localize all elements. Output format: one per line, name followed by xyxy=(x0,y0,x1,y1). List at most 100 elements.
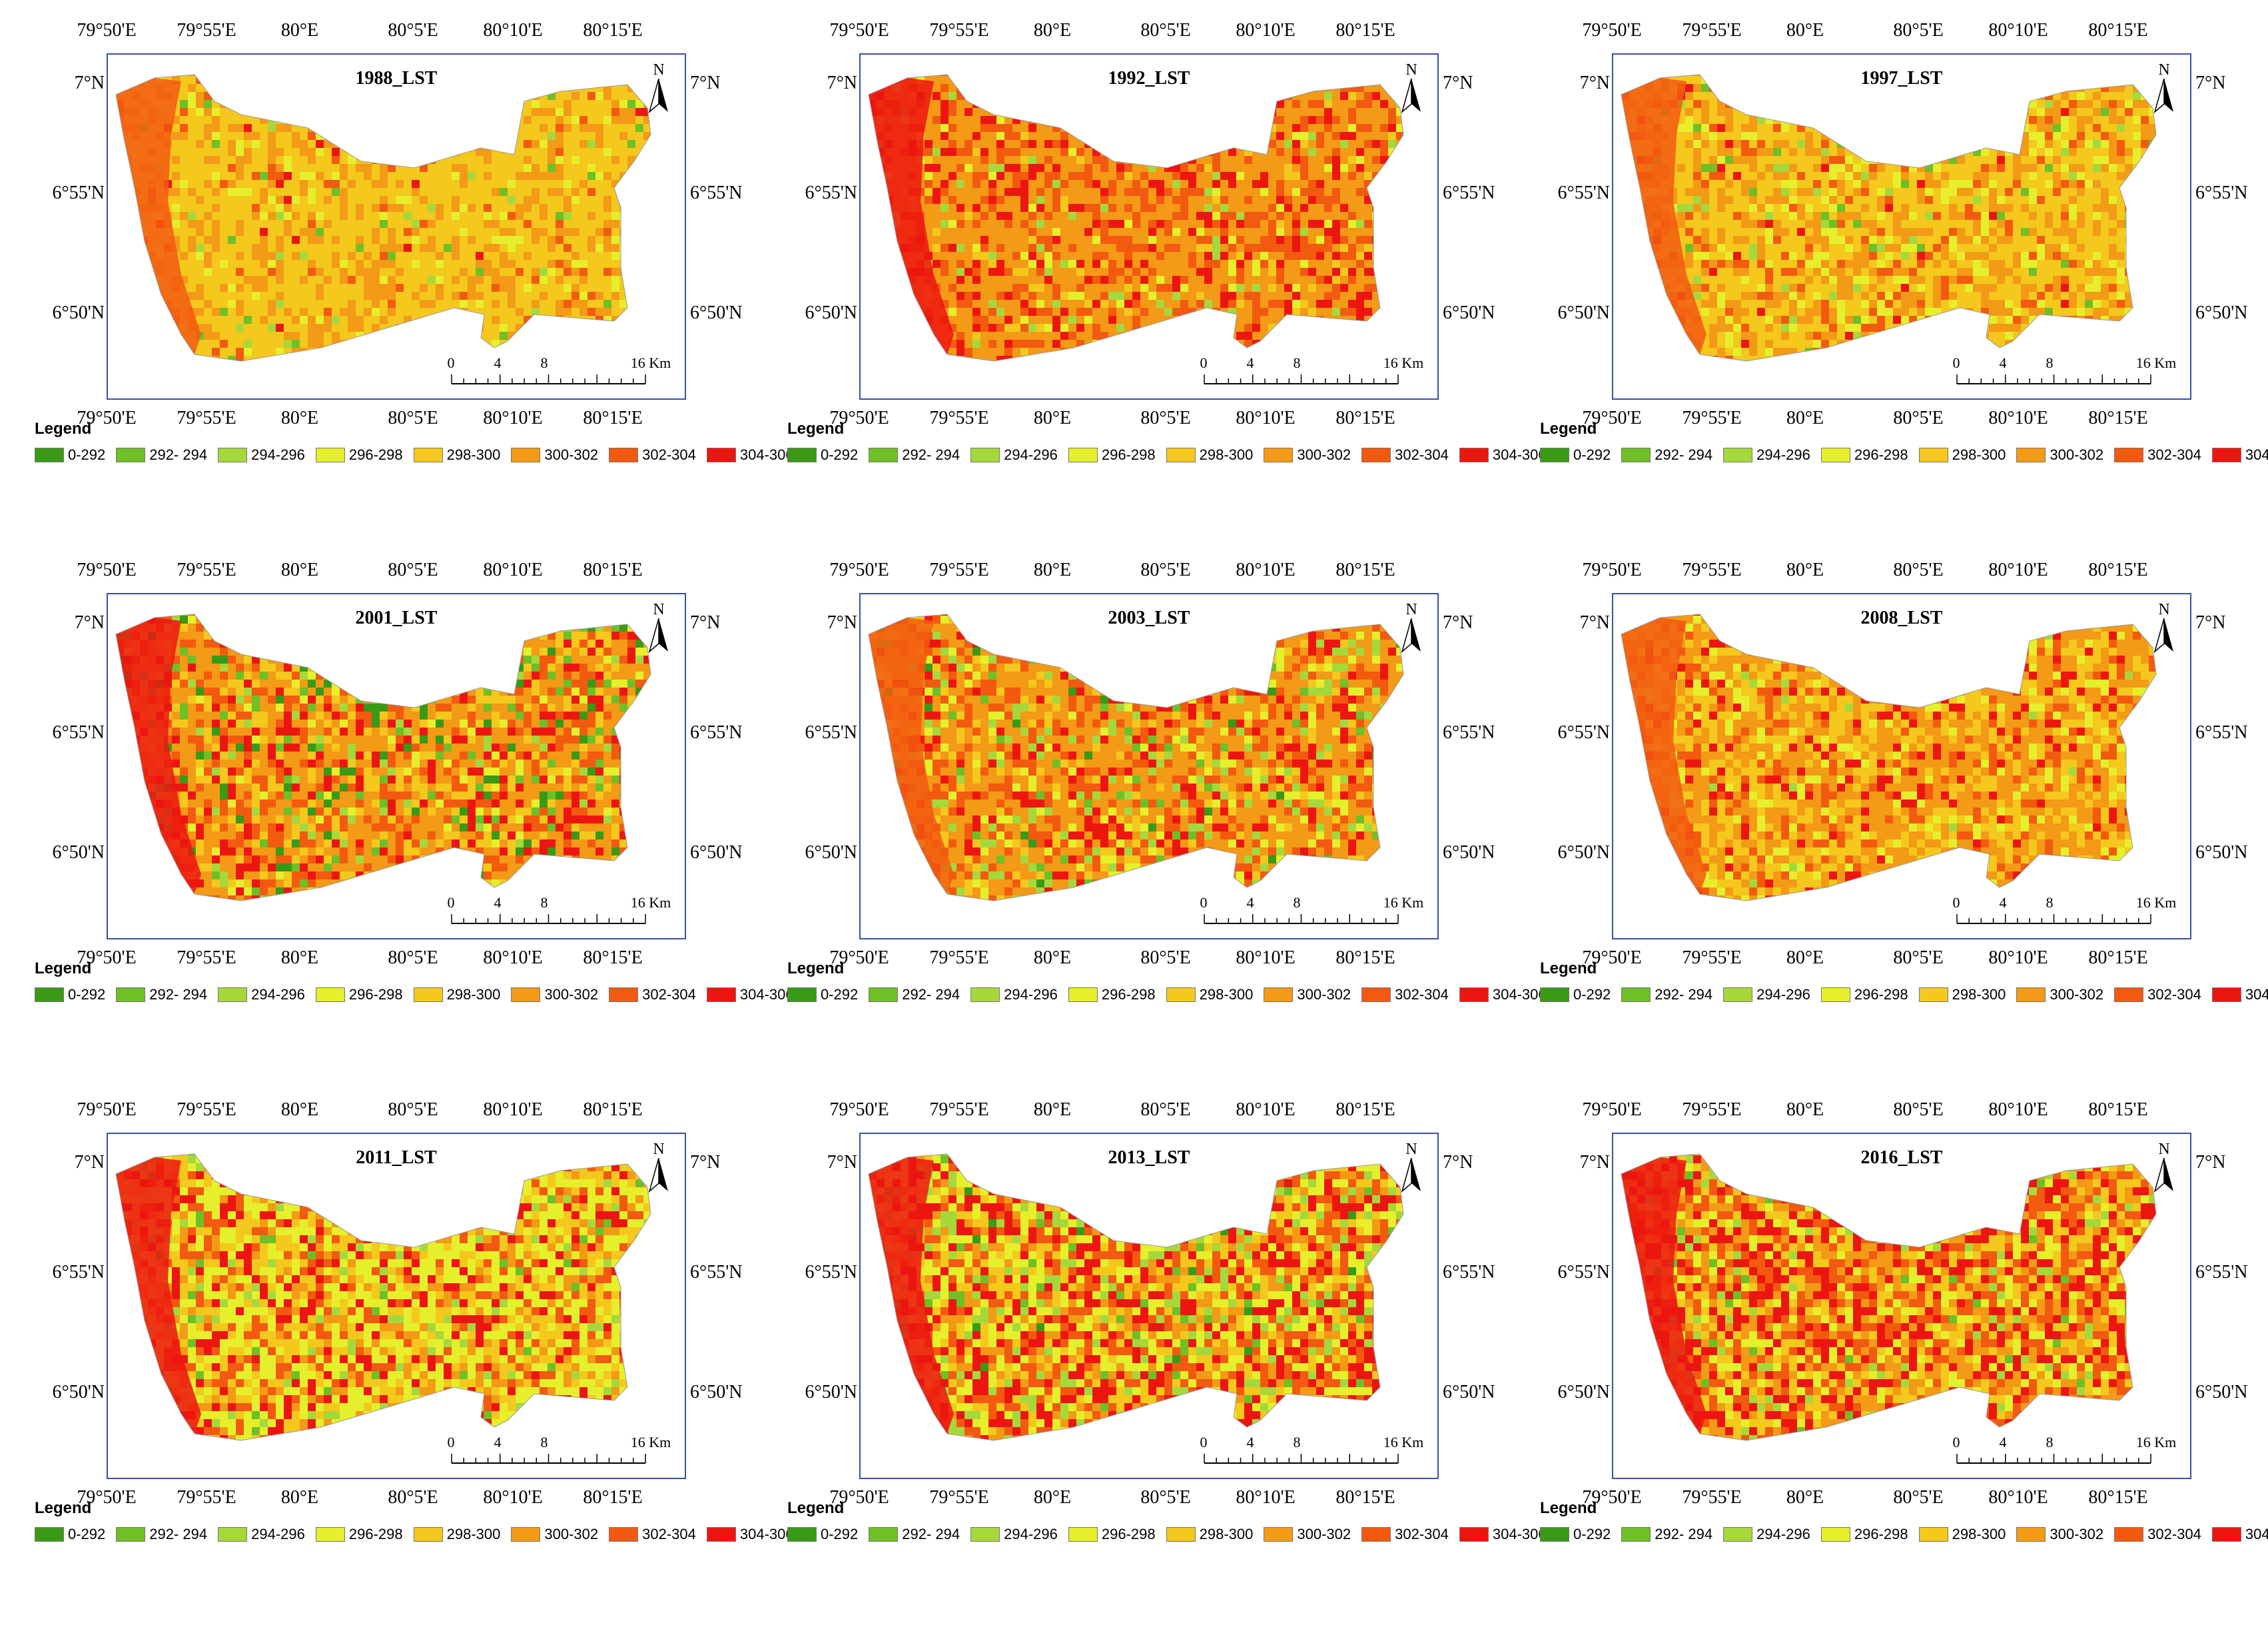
scale-label: 16 Km xyxy=(630,354,671,371)
legend-item: 0-292 xyxy=(1540,986,1611,1003)
legend-swatch xyxy=(869,987,899,1002)
north-letter: N xyxy=(2158,61,2170,79)
latitude-label: 6°55'N xyxy=(805,722,857,743)
legend-swatch xyxy=(315,987,345,1002)
map-title: 2001_LST xyxy=(355,608,438,628)
north-letter: N xyxy=(653,1141,665,1158)
scale-label: 4 xyxy=(494,894,502,911)
coastal-strip xyxy=(869,1157,954,1434)
legend-item: 300-302 xyxy=(1264,986,1351,1003)
latitude-label: 6°55'N xyxy=(2195,183,2248,203)
legend-title: Legend xyxy=(1540,959,1597,977)
legend-label: 304-306 xyxy=(2245,986,2268,1003)
legend-label: 304-306 xyxy=(739,986,794,1003)
legend-label: 0-292 xyxy=(68,986,106,1003)
map-frame: 2003_LST N 0 4 8 16 Km xyxy=(859,593,1439,939)
longitude-label: 79°55'E xyxy=(1682,560,1742,580)
legend-label: 0-292 xyxy=(1573,446,1611,463)
legend-swatch xyxy=(706,987,736,1002)
legend: 0-292 292- 294 294-296 296-298 298-300 300-30… xyxy=(35,1526,805,1543)
legend-swatch xyxy=(1264,1527,1294,1542)
longitude-label: 79°55'E xyxy=(929,20,989,41)
longitude-label: 80°10'E xyxy=(1988,1487,2048,1508)
legend: 0-292 292- 294 294-296 296-298 298-300 300-30… xyxy=(787,446,1557,464)
longitude-label: 80°15'E xyxy=(2088,1487,2148,1508)
legend-item: 298-300 xyxy=(413,986,501,1003)
legend: 0-292 292- 294 294-296 296-298 298-300 300-30… xyxy=(35,446,805,464)
longitude-label: 80°10'E xyxy=(483,1099,543,1120)
map-panel: 79°50'E 79°50'E 79°55'E 79°55'E 80°E 80°E 80°5… xyxy=(27,1093,794,1572)
legend-label: 294-296 xyxy=(1004,446,1058,463)
legend-item: 294-296 xyxy=(218,986,305,1003)
north-letter: N xyxy=(2158,1141,2170,1158)
map-frame: 1992_LST N 0 4 8 16 Km xyxy=(859,53,1439,400)
scale-label: 4 xyxy=(1999,1434,2007,1450)
region-outline xyxy=(1621,1153,2157,1441)
legend-label: 298-300 xyxy=(1199,446,1254,463)
legend-swatch xyxy=(609,987,639,1002)
scale-label: 0 xyxy=(447,354,455,371)
longitude-label: 79°50'E xyxy=(829,408,889,428)
scale-label: 16 Km xyxy=(630,1434,671,1450)
longitude-label: 80°15'E xyxy=(1335,1487,1395,1508)
legend-label: 298-300 xyxy=(446,1526,501,1542)
legend-label: 294-296 xyxy=(251,446,305,463)
longitude-label: 80°10'E xyxy=(1236,1099,1296,1120)
latitude-label: 6°55'N xyxy=(1557,722,1610,743)
latitude-label: 7°N xyxy=(1579,73,1610,93)
legend-swatch xyxy=(35,1527,64,1542)
legend-label: 302-304 xyxy=(1395,1526,1449,1542)
legend-label: 300-302 xyxy=(1297,986,1351,1003)
legend-item: 292- 294 xyxy=(869,446,960,464)
legend-swatch xyxy=(1540,1527,1569,1542)
legend-label: 292- 294 xyxy=(902,986,960,1003)
scale-label: 0 xyxy=(1952,894,1960,911)
legend-item: 292- 294 xyxy=(1621,986,1712,1003)
legend-label: 300-302 xyxy=(2050,986,2104,1003)
longitude-label: 79°50'E xyxy=(77,408,137,428)
north-letter: N xyxy=(1405,1141,1417,1158)
legend-swatch xyxy=(218,448,248,462)
legend-item: 292- 294 xyxy=(116,1526,207,1543)
legend-item: 292- 294 xyxy=(869,1526,960,1543)
longitude-label: 79°55'E xyxy=(929,1099,989,1120)
longitude-label: 79°55'E xyxy=(177,1099,236,1120)
legend-label: 304-306 xyxy=(2245,1526,2268,1542)
legend-label: 300-302 xyxy=(1297,446,1351,463)
longitude-label: 80°5'E xyxy=(1893,20,1944,41)
legend: 0-292 292- 294 294-296 296-298 298-300 300-30… xyxy=(1540,446,2268,464)
legend-swatch xyxy=(1820,1527,1850,1542)
legend-swatch xyxy=(35,448,64,462)
longitude-label: 79°55'E xyxy=(177,408,236,428)
scale-label: 8 xyxy=(540,1434,548,1450)
legend-title: Legend xyxy=(787,420,845,438)
longitude-label: 80°E xyxy=(280,1487,319,1508)
legend-label: 298-300 xyxy=(446,986,501,1003)
map-title: 2013_LST xyxy=(1108,1147,1190,1168)
legend-item: 298-300 xyxy=(1918,986,2006,1003)
legend-swatch xyxy=(1068,987,1098,1002)
latitude-label: 6°50'N xyxy=(52,302,105,323)
legend-item: 298-300 xyxy=(1166,1526,1253,1543)
legend-swatch xyxy=(1723,987,1753,1002)
latitude-label: 6°55'N xyxy=(805,183,857,203)
latitude-label: 6°50'N xyxy=(805,302,857,323)
legend-item: 298-300 xyxy=(1918,1526,2006,1543)
latitude-label: 7°N xyxy=(690,612,721,633)
map-title: 2003_LST xyxy=(1108,608,1190,628)
legend-item: 296-298 xyxy=(1820,986,1908,1003)
legend-swatch xyxy=(1918,448,1948,462)
longitude-label: 80°E xyxy=(1786,1487,1824,1508)
latitude-label: 7°N xyxy=(2195,612,2226,633)
longitude-label: 79°55'E xyxy=(1682,947,1742,968)
longitude-label: 79°50'E xyxy=(829,20,889,41)
legend-label: 292- 294 xyxy=(902,1526,960,1542)
longitude-label: 80°E xyxy=(1786,560,1824,580)
legend-label: 0-292 xyxy=(68,1526,106,1542)
legend-label: 298-300 xyxy=(1952,986,2006,1003)
lst-raster xyxy=(115,74,651,362)
legend-swatch xyxy=(1166,987,1196,1002)
lst-raster xyxy=(115,614,651,901)
legend-label: 0-292 xyxy=(1573,986,1611,1003)
legend-title: Legend xyxy=(787,959,845,977)
